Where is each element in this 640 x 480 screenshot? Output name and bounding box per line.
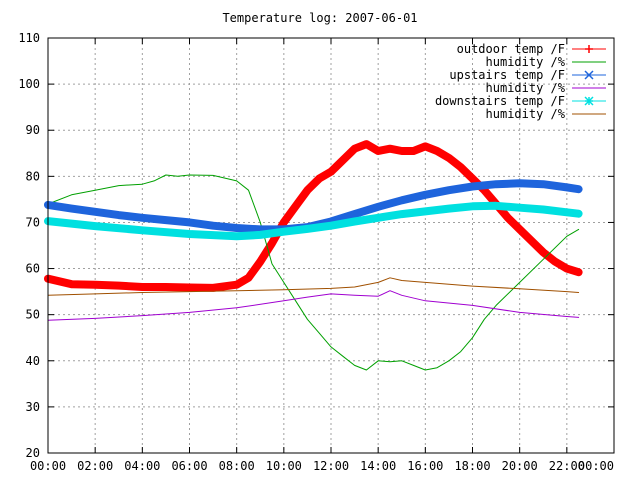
y-tick-label: 90	[26, 123, 40, 137]
x-tick-label: 06:00	[171, 459, 207, 473]
series-line-3	[47, 290, 580, 321]
y-tick-label: 60	[26, 262, 40, 276]
chart-title: Temperature log: 2007-06-01	[222, 11, 417, 25]
legend-label: humidity /%	[486, 81, 566, 95]
x-tick-label: 10:00	[266, 459, 302, 473]
legend-label: humidity /%	[486, 107, 566, 121]
legend-label: humidity /%	[486, 55, 566, 69]
y-tick-label: 30	[26, 400, 40, 414]
series-line-4	[44, 201, 583, 241]
y-tick-label: 40	[26, 354, 40, 368]
series-line-1	[47, 174, 580, 371]
x-tick-label: 02:00	[77, 459, 113, 473]
y-tick-label: 70	[26, 215, 40, 229]
y-tick-label: 100	[18, 77, 40, 91]
x-axis: 00:00 02:00 04:00 06:00 08:00 10:00 12:00 14:00…	[30, 38, 615, 473]
x-tick-label: 20:00	[502, 459, 538, 473]
x-tick-label: 08:00	[219, 459, 255, 473]
plot-lines	[44, 140, 583, 371]
y-tick-label: 110	[18, 31, 40, 45]
x-tick-label: 22:00	[549, 459, 585, 473]
grid	[48, 38, 614, 453]
legend-label: downstairs temp /F	[435, 94, 565, 108]
x-tick-label: 00:00	[30, 459, 66, 473]
legend-marker	[584, 96, 594, 106]
y-tick-label: 80	[26, 169, 40, 183]
x-tick-label: 04:00	[124, 459, 160, 473]
plot-border	[47, 37, 615, 454]
legend-label: outdoor temp /F	[457, 42, 565, 56]
y-tick-label: 20	[26, 446, 40, 460]
x-tick-label: 00:00	[578, 459, 614, 473]
x-tick-label: 14:00	[360, 459, 396, 473]
legend-marker	[584, 70, 594, 80]
series-line-5	[47, 277, 580, 296]
x-tick-label: 12:00	[313, 459, 349, 473]
x-tick-label: 16:00	[407, 459, 443, 473]
x-tick-label: 18:00	[454, 459, 490, 473]
series-line-0	[44, 140, 583, 292]
y-tick-label: 50	[26, 308, 40, 322]
y-axis: 20 30 40 50 60 70 80 90 100 110	[18, 31, 614, 460]
legend-label: upstairs temp /F	[449, 68, 565, 82]
